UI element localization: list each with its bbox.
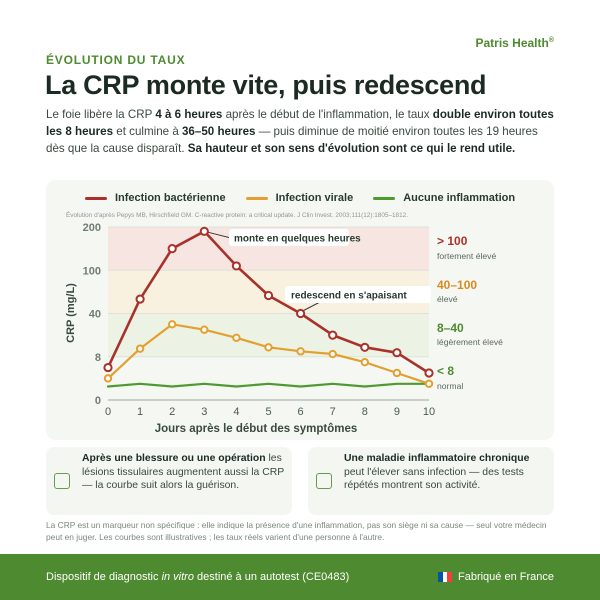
x-tick-label: 9 — [394, 406, 400, 418]
legend-label-none: Aucune inflammation — [403, 192, 516, 204]
data-point-1 — [103, 374, 113, 383]
data-point-1 — [360, 357, 369, 367]
x-tick-label: 3 — [201, 406, 207, 418]
x-tick-label: 4 — [233, 406, 239, 418]
info-card-chronic-text: Une maladie inflammatoire chronique peut… — [344, 453, 530, 491]
legend-item-none: Aucune inflammation — [373, 192, 515, 204]
x-tick-label: 2 — [169, 406, 175, 418]
data-point-1 — [424, 379, 434, 388]
x-tick-label: 1 — [137, 406, 143, 418]
legend-item-viral: Infection virale — [245, 192, 354, 204]
data-point-1 — [264, 343, 273, 352]
france-flag-icon — [438, 572, 453, 582]
zone-sublabel-3: normal — [437, 381, 463, 391]
y-tick-label: 8 — [95, 352, 101, 364]
page-title: La CRP monte vite, puis redescend — [45, 70, 487, 100]
data-point-1 — [296, 347, 305, 356]
legend-swatch-none — [373, 196, 396, 200]
data-point-1 — [168, 320, 177, 329]
x-tick-label: 8 — [362, 406, 368, 418]
footer-ivd-note: Dispositif de diagnostic in vitro destin… — [46, 571, 350, 583]
annotation-box-1 — [285, 286, 431, 303]
legend-swatch-bacterial — [84, 196, 107, 200]
annotation-label-1: redescend en s'apaisant — [291, 291, 407, 302]
data-point-0 — [231, 261, 241, 271]
data-point-0 — [424, 368, 434, 378]
chart-legend: Infection bactérienne Infection virale A… — [0, 192, 600, 204]
y-tick-label: 200 — [83, 222, 101, 234]
disclaimer: La CRP est un marqueur non spécifique : … — [46, 520, 547, 542]
data-point-1 — [135, 344, 145, 353]
intro-paragraph: Le foie libère la CRP 4 à 6 heures après… — [46, 108, 554, 155]
series-line-2 — [106, 382, 431, 388]
annotation-leader-0 — [208, 231, 232, 239]
zone-sublabel-2: légèrement élevé — [437, 337, 503, 347]
zone-sublabel-0: fortement élevé — [437, 251, 496, 261]
legend-item-bacterial: Infection bactérienne — [84, 192, 226, 204]
y-axis-title: CRP (mg/L) — [65, 283, 77, 343]
data-point-1 — [392, 368, 402, 378]
footer-bar: Dispositif de diagnostic in vitro destin… — [0, 554, 600, 600]
zone-band-3 — [108, 356, 429, 400]
chart-source: Évolution d'après Pepys MB, Hirschfield … — [66, 212, 408, 219]
data-point-0 — [103, 362, 113, 373]
info-card-surgery-text: Après une blessure ou une opération les … — [82, 453, 284, 491]
x-axis-title: Jours après le début des symptômes — [155, 423, 358, 435]
data-point-0 — [296, 308, 306, 319]
data-point-0 — [135, 294, 145, 304]
calendar-icon — [316, 473, 332, 489]
info-card-chronic: Une maladie inflammatoire chronique peut… — [308, 447, 554, 515]
legend-label-viral: Infection virale — [275, 192, 354, 204]
zone-label-0: > 100 — [437, 234, 468, 248]
annotation-label-0: monte en quelques heures — [234, 234, 361, 245]
legend-swatch-viral — [245, 196, 268, 200]
info-card-surgery: Après une blessure ou une opération les … — [46, 447, 292, 515]
data-point-1 — [200, 325, 209, 334]
brand-logo: Patris Health® — [475, 36, 554, 50]
data-point-0 — [360, 342, 370, 352]
x-tick-label: 6 — [298, 406, 304, 418]
x-tick-label: 0 — [105, 406, 111, 418]
y-tick-label: 40 — [89, 309, 101, 321]
annotation-box-0 — [229, 229, 349, 246]
legend-label-bacterial: Infection bactérienne — [114, 192, 226, 204]
eyebrow-label: ÉVOLUTION DU TAUX — [46, 53, 186, 67]
data-point-0 — [199, 226, 209, 236]
data-point-0 — [263, 290, 274, 301]
zone-label-1: 40–100 — [437, 278, 477, 292]
x-tick-label: 7 — [330, 406, 336, 418]
data-point-0 — [392, 348, 402, 358]
bandage-icon — [54, 473, 70, 489]
footer-made-in-france: Fabriqué en France — [438, 571, 554, 583]
y-tick-label: 0 — [95, 395, 101, 407]
data-point-0 — [167, 244, 177, 254]
data-point-1 — [328, 349, 337, 359]
x-tick-label: 5 — [265, 406, 271, 418]
data-point-1 — [232, 333, 241, 343]
zone-label-3: < 8 — [437, 364, 454, 378]
y-tick-label: 100 — [83, 265, 101, 277]
zone-sublabel-1: élevé — [437, 294, 458, 304]
x-tick-label: 10 — [423, 406, 435, 418]
zone-label-2: 8–40 — [437, 321, 464, 335]
annotation-leader-1 — [303, 301, 321, 311]
footer-made-in-label: Fabriqué en France — [458, 571, 554, 583]
data-point-0 — [328, 330, 338, 340]
